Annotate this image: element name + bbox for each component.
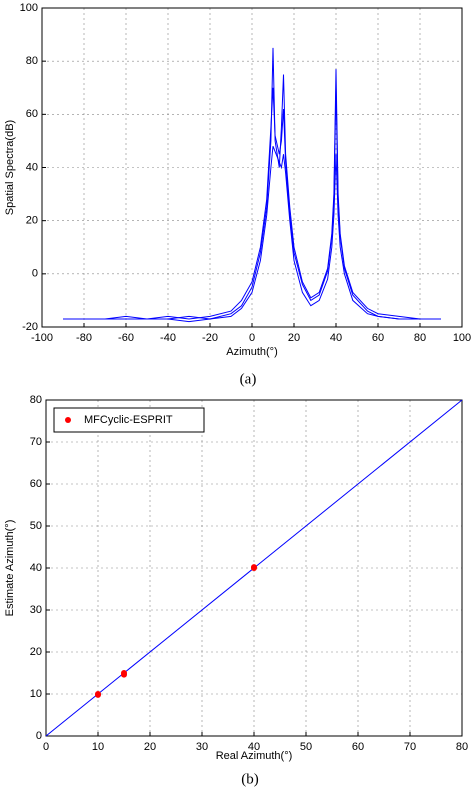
y-tick-label: 40 — [30, 562, 42, 574]
plot-frame — [41, 7, 463, 328]
x-tick-label: -80 — [76, 332, 92, 344]
x-tick-label: 20 — [144, 741, 156, 753]
y-tick-label: -20 — [22, 321, 38, 333]
x-tick-label: 10 — [92, 741, 104, 753]
y-tick-label: 80 — [26, 55, 38, 67]
y-tick-label: 60 — [30, 478, 42, 490]
x-tick-label: -20 — [202, 332, 218, 344]
series-line — [63, 87, 441, 320]
y-axis-label: Spatial Spectra(dB) — [4, 120, 16, 215]
x-tick-label: 30 — [196, 741, 208, 753]
y-tick-label: 0 — [36, 730, 42, 742]
data-point — [95, 691, 101, 697]
y-tick-label: 20 — [26, 215, 38, 227]
data-point — [121, 670, 127, 676]
x-tick-label: 50 — [300, 741, 312, 753]
legend-label: MFCyclic-ESPRIT — [84, 414, 173, 426]
legend-marker — [65, 417, 71, 423]
x-axis-label: Azimuth(°) — [226, 346, 277, 358]
x-tick-label: 20 — [288, 332, 300, 344]
x-tick-label: 60 — [352, 741, 364, 753]
caption: (a) — [240, 371, 257, 387]
y-axis-label: Estimate Azimuth(°) — [4, 520, 16, 617]
y-tick-label: 10 — [30, 688, 42, 700]
x-tick-label: 70 — [404, 741, 416, 753]
series-line — [63, 146, 441, 323]
x-tick-label: 80 — [456, 741, 468, 753]
data-point — [251, 564, 257, 571]
y-tick-label: 20 — [30, 646, 42, 658]
y-tick-label: 0 — [32, 268, 38, 280]
x-tick-label: 60 — [372, 332, 384, 344]
y-tick-label: 30 — [30, 604, 42, 616]
y-tick-label: 80 — [30, 394, 42, 406]
x-tick-label: -40 — [160, 332, 176, 344]
legend-box — [53, 407, 205, 433]
y-tick-label: 40 — [26, 161, 38, 173]
x-tick-label: -100 — [31, 332, 53, 344]
x-axis-label: Real Azimuth(°) — [216, 750, 293, 762]
x-tick-label: 40 — [330, 332, 342, 344]
x-tick-label: 0 — [249, 332, 255, 344]
x-tick-label: 80 — [414, 332, 426, 344]
x-tick-label: 100 — [453, 332, 471, 344]
y-tick-label: 50 — [30, 520, 42, 532]
x-tick-label: -60 — [118, 332, 134, 344]
x-tick-label: 0 — [43, 741, 49, 753]
y-tick-label: 60 — [26, 108, 38, 120]
y-tick-label: 100 — [20, 2, 38, 14]
y-tick-label: 70 — [30, 436, 42, 448]
caption: (b) — [241, 771, 259, 787]
plot-frame — [45, 399, 463, 737]
x-tick-label: 40 — [248, 741, 260, 753]
